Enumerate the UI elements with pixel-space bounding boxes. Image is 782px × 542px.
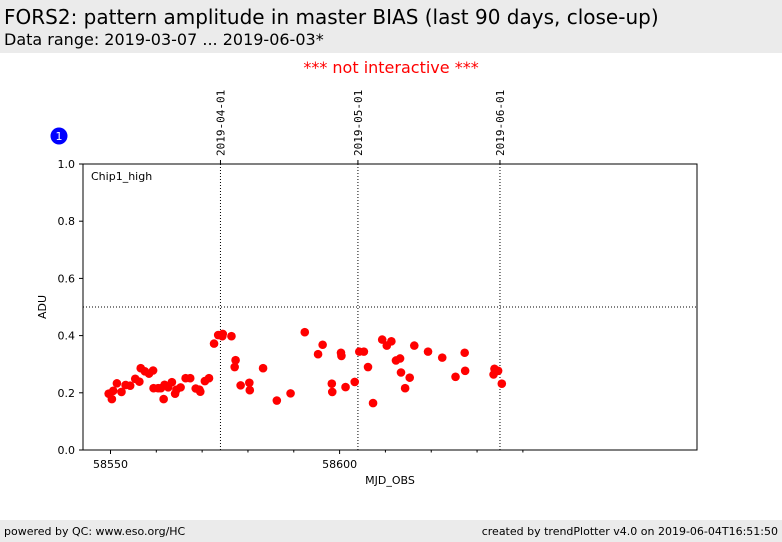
data-point	[286, 389, 295, 398]
data-point	[218, 329, 228, 339]
data-point	[159, 394, 168, 404]
y-tick-label: 1.0	[58, 158, 76, 171]
data-point	[409, 341, 419, 350]
data-point	[460, 366, 470, 376]
data-point	[230, 362, 239, 372]
y-tick-label: 0.8	[58, 215, 76, 228]
y-tick-label: 0.2	[58, 387, 76, 400]
y-tick-label: 0.0	[58, 444, 76, 457]
data-point	[327, 379, 337, 388]
panel-badge-number: 1	[56, 130, 63, 143]
data-point	[227, 331, 236, 341]
date-marker-label: 2019-06-01	[494, 90, 507, 156]
data-point	[493, 366, 503, 376]
data-point	[313, 349, 323, 359]
page-title: FORS2: pattern amplitude in master BIAS …	[4, 5, 659, 29]
data-point	[125, 381, 135, 390]
data-point	[341, 382, 350, 392]
data-point	[451, 372, 460, 382]
data-point	[245, 385, 255, 395]
data-point	[236, 381, 245, 390]
data-point	[359, 347, 369, 356]
data-point	[167, 377, 177, 387]
data-point	[396, 368, 406, 377]
y-tick-label: 0.6	[58, 272, 76, 285]
footer-created-by: created by trendPlotter v4.0 on 2019-06-…	[481, 525, 778, 538]
x-tick-label: 58600	[322, 458, 357, 471]
data-point	[258, 363, 268, 373]
chip-annotation: Chip1_high	[91, 170, 152, 183]
data-point	[318, 340, 327, 350]
data-point	[117, 387, 126, 397]
data-point	[363, 362, 373, 372]
axis-layer: 0.0 0.2 0.4 0.6 0.8 1.0 58550 58600	[58, 158, 524, 471]
data-point	[245, 378, 254, 388]
y-tick-label: 0.4	[58, 330, 76, 343]
data-point	[196, 387, 205, 396]
data-point	[135, 377, 144, 386]
data-range-subtitle: Data range: 2019-03-07 ... 2019-06-03*	[4, 30, 324, 49]
data-point	[204, 373, 214, 383]
data-point	[350, 377, 360, 387]
data-point	[437, 353, 447, 362]
data-point	[497, 379, 507, 388]
data-points-layer	[104, 327, 507, 408]
not-interactive-notice: *** not interactive ***	[303, 58, 479, 77]
y-axis-label: ADU	[36, 295, 49, 319]
footer-powered-by: powered by QC: www.eso.org/HC	[4, 525, 186, 538]
x-tick-label: 58550	[93, 458, 128, 471]
data-point	[112, 379, 122, 388]
data-point	[327, 387, 337, 397]
data-point	[337, 351, 346, 361]
plot-frame	[82, 163, 698, 451]
data-point	[423, 347, 433, 356]
panel-badge-circle	[50, 127, 68, 145]
data-point	[405, 373, 415, 382]
date-marker-label: 2019-05-01	[352, 90, 365, 156]
data-point	[300, 327, 310, 337]
data-point	[209, 339, 219, 348]
header-band	[0, 0, 782, 53]
date-marker-label: 2019-04-01	[214, 90, 227, 156]
data-point	[108, 386, 118, 396]
data-point	[231, 355, 240, 365]
data-point	[377, 335, 387, 344]
data-point	[368, 398, 378, 408]
data-point	[185, 373, 195, 383]
data-point	[176, 383, 185, 392]
data-point	[400, 383, 410, 393]
panel-number-badge: 1	[50, 127, 68, 145]
footer-band	[0, 520, 782, 542]
date-marker-layer: 2019-04-01 2019-05-01 2019-06-01	[214, 90, 507, 450]
data-point	[387, 337, 396, 346]
x-axis-label: MJD_OBS	[365, 474, 415, 487]
data-point	[395, 354, 405, 363]
data-point	[148, 366, 158, 375]
data-point	[460, 348, 469, 358]
data-point	[107, 394, 117, 404]
data-point	[272, 396, 282, 405]
